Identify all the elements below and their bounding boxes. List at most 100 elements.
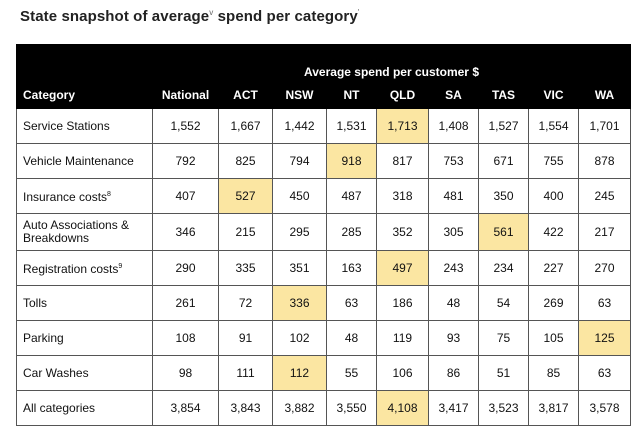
cell-nt: 918 [326, 143, 377, 179]
title-text: State snapshot of average [20, 8, 210, 25]
row-category-label: Parking [23, 330, 64, 345]
title-footnote-mark: v [209, 8, 214, 17]
table-row: Registration costs9 290 335 351 163 497 243 234… [16, 250, 632, 286]
cell-act: 3,843 [218, 390, 273, 426]
cell-sa: 753 [428, 143, 479, 179]
cell-act: 215 [218, 213, 273, 251]
cell-nt: 285 [326, 213, 377, 251]
cell-qld: 318 [376, 178, 429, 214]
cell-national: 346 [152, 213, 219, 251]
row-category-label: Registration costs [23, 262, 119, 276]
table-row: Car Washes 98 111 112 55 106 86 51 85 63 [16, 355, 632, 391]
cell-vic: 227 [528, 250, 579, 286]
cell-tas: 671 [478, 143, 529, 179]
cell-tas: 54 [478, 285, 529, 321]
cell-wa: 245 [577, 178, 632, 214]
cell-sa: 305 [428, 213, 479, 251]
cell-act: 1,667 [218, 108, 273, 144]
cell-qld: 1,713 [376, 108, 429, 144]
table-body: Service Stations 1,552 1,667 1,442 1,531 1,71… [16, 108, 632, 426]
row-category: Registration costs9 [16, 250, 153, 286]
cell-sa: 86 [428, 355, 479, 391]
cell-nsw: 450 [272, 178, 327, 214]
row-category: Auto Associations & Breakdowns [16, 213, 153, 251]
cell-wa: 63 [577, 285, 632, 321]
cell-national: 3,854 [152, 390, 219, 426]
header-group-label: Average spend per customer $ [151, 44, 632, 82]
cell-tas: 234 [478, 250, 529, 286]
cell-tas: 561 [478, 213, 529, 251]
table-row: Auto Associations & Breakdowns 346 215 295 2… [16, 213, 632, 251]
cell-act: 335 [218, 250, 273, 286]
cell-vic: 3,817 [528, 390, 579, 426]
cell-sa: 243 [428, 250, 479, 286]
cell-qld: 106 [376, 355, 429, 391]
header-col-act: ACT [218, 81, 273, 109]
cell-national: 1,552 [152, 108, 219, 144]
cell-nt: 55 [326, 355, 377, 391]
header-col-wa: WA [577, 81, 632, 109]
row-category-label: Insurance costs [23, 190, 108, 204]
cell-qld: 4,108 [376, 390, 429, 426]
header-col-nsw: NSW [272, 81, 327, 109]
cell-sa: 3,417 [428, 390, 479, 426]
row-category-label: Vehicle Maintenance [23, 153, 134, 168]
cell-qld: 497 [376, 250, 429, 286]
cell-wa: 878 [577, 143, 632, 179]
row-category-label: Car Washes [23, 365, 89, 380]
cell-act: 111 [218, 355, 273, 391]
cell-nt: 487 [326, 178, 377, 214]
cell-tas: 3,523 [478, 390, 529, 426]
cell-vic: 400 [528, 178, 579, 214]
row-category: Parking [16, 320, 153, 356]
cell-nt: 163 [326, 250, 377, 286]
cell-vic: 269 [528, 285, 579, 321]
cell-qld: 119 [376, 320, 429, 356]
cell-tas: 350 [478, 178, 529, 214]
cell-nsw: 794 [272, 143, 327, 179]
cell-vic: 422 [528, 213, 579, 251]
cell-national: 98 [152, 355, 219, 391]
cell-nsw: 336 [272, 285, 327, 321]
cell-national: 792 [152, 143, 219, 179]
cell-act: 527 [218, 178, 273, 214]
row-category: Insurance costs8 [16, 178, 153, 214]
cell-qld: 817 [376, 143, 429, 179]
cell-wa: 217 [577, 213, 632, 251]
cell-qld: 186 [376, 285, 429, 321]
cell-national: 261 [152, 285, 219, 321]
cell-wa: 1,701 [577, 108, 632, 144]
cell-nsw: 3,882 [272, 390, 327, 426]
header-category: Category [16, 81, 153, 109]
header-col-nt: NT [326, 81, 377, 109]
cell-nt: 1,531 [326, 108, 377, 144]
cell-national: 108 [152, 320, 219, 356]
cell-vic: 85 [528, 355, 579, 391]
cell-nt: 63 [326, 285, 377, 321]
row-category: Service Stations [16, 108, 153, 144]
cell-vic: 1,554 [528, 108, 579, 144]
title-footnote-mark-2: ' [357, 8, 360, 17]
table-row: Service Stations 1,552 1,667 1,442 1,531 1,71… [16, 108, 632, 144]
cell-sa: 481 [428, 178, 479, 214]
row-category-label: Auto Associations & Breakdowns [23, 218, 130, 245]
row-category: Tolls [16, 285, 153, 321]
cell-nsw: 351 [272, 250, 327, 286]
cell-vic: 755 [528, 143, 579, 179]
cell-tas: 51 [478, 355, 529, 391]
cell-tas: 75 [478, 320, 529, 356]
cell-wa: 3,578 [577, 390, 632, 426]
cell-sa: 93 [428, 320, 479, 356]
header-col-sa: SA [428, 81, 479, 109]
row-category: All categories [16, 390, 153, 426]
row-category: Car Washes [16, 355, 153, 391]
row-category-label: Tolls [23, 295, 48, 310]
cell-nsw: 112 [272, 355, 327, 391]
cell-sa: 48 [428, 285, 479, 321]
cell-act: 72 [218, 285, 273, 321]
title-text-rest: spend per category [213, 8, 358, 25]
table-header: Average spend per customer $ Category Na… [16, 44, 632, 109]
cell-wa: 270 [577, 250, 632, 286]
cell-national: 407 [152, 178, 219, 214]
header-col-tas: TAS [478, 81, 529, 109]
